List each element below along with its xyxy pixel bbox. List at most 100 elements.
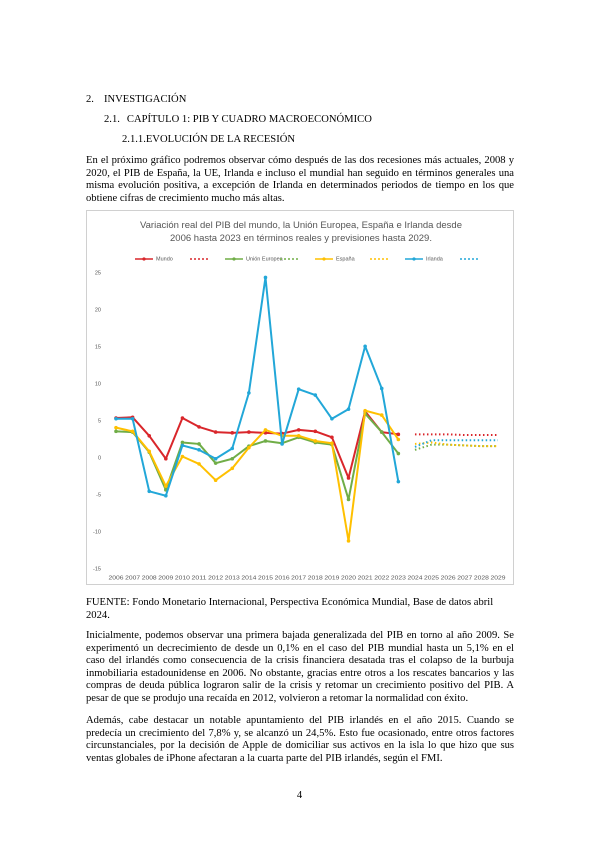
x-tick-label: 2012 xyxy=(208,575,223,581)
y-tick-label: -15 xyxy=(93,566,101,572)
point xyxy=(296,387,301,391)
x-tick-label: 2017 xyxy=(291,575,306,581)
point xyxy=(180,440,185,445)
point xyxy=(213,461,218,465)
point xyxy=(230,431,235,435)
point xyxy=(197,462,201,466)
point xyxy=(379,386,384,391)
y-tick-label: 5 xyxy=(98,418,101,424)
point xyxy=(130,416,135,421)
x-tick-label: 2021 xyxy=(358,575,373,581)
chart: Variación real del PIB del mundo, la Uni… xyxy=(86,210,514,585)
chart-title: Variación real del PIB del mundo, la Uni… xyxy=(140,220,462,244)
point xyxy=(280,442,284,446)
point xyxy=(164,493,168,498)
paragraph: Inicialmente, podemos observar una prime… xyxy=(86,630,514,704)
point xyxy=(213,456,218,461)
paragraph: Además, cabe destacar un notable apuntam… xyxy=(86,715,514,764)
x-tick-label: 2023 xyxy=(391,575,406,581)
point xyxy=(230,466,235,471)
point xyxy=(346,407,351,411)
point xyxy=(379,413,384,417)
y-tick-label: 25 xyxy=(95,270,101,276)
x-tick-label: 2006 xyxy=(109,575,124,581)
y-tick-label: 15 xyxy=(95,344,101,350)
point xyxy=(114,425,118,430)
point xyxy=(346,539,351,543)
x-tick-label: 2028 xyxy=(474,575,489,581)
point xyxy=(363,408,367,413)
x-tick-label: 2022 xyxy=(374,575,389,581)
point xyxy=(263,275,268,280)
x-tick-label: 2029 xyxy=(491,575,506,581)
point xyxy=(346,497,351,502)
legend-label: España xyxy=(336,256,356,262)
x-tick-label: 2009 xyxy=(158,575,173,581)
y-tick-label: -10 xyxy=(93,529,101,535)
heading-number: 2.1. xyxy=(104,114,120,125)
legend-marker xyxy=(142,257,146,261)
point xyxy=(130,429,135,434)
point xyxy=(197,448,201,452)
source: FUENTE: Fondo Monetario Internacional, P… xyxy=(86,597,494,621)
x-tick-label: 2016 xyxy=(275,575,290,581)
point xyxy=(263,439,268,443)
point xyxy=(230,456,235,461)
x-tick-label: 2025 xyxy=(424,575,439,581)
point xyxy=(197,442,201,446)
point xyxy=(379,430,384,434)
point xyxy=(197,425,201,429)
x-tick-label: 2018 xyxy=(308,575,323,581)
point xyxy=(230,446,235,451)
x-tick-label: 2019 xyxy=(324,575,339,581)
y-tick-label: -5 xyxy=(96,492,101,498)
x-tick-label: 2007 xyxy=(125,575,140,581)
point xyxy=(396,451,401,456)
point xyxy=(313,393,318,397)
point xyxy=(147,489,152,494)
point xyxy=(330,416,334,421)
legend-marker xyxy=(322,257,326,261)
point xyxy=(296,434,301,438)
legend-marker xyxy=(412,257,416,261)
point xyxy=(346,476,351,480)
point xyxy=(396,479,401,484)
point xyxy=(330,435,334,440)
heading-number: 2. xyxy=(86,94,94,105)
x-tick-label: 2027 xyxy=(457,575,472,581)
series-line xyxy=(115,412,400,501)
point xyxy=(313,439,318,443)
legend-label: Irlanda xyxy=(426,256,444,262)
point xyxy=(263,428,268,432)
heading-text: CAPÍTULO 1: PIB Y CUADRO MACROECONÓMICO xyxy=(126,114,372,125)
x-tick-label: 2008 xyxy=(142,575,157,581)
point xyxy=(147,449,152,454)
point xyxy=(396,437,401,442)
x-tick-label: 2026 xyxy=(441,575,456,581)
x-tick-label: 2020 xyxy=(341,575,356,581)
x-tick-label: 2013 xyxy=(225,575,240,581)
point xyxy=(396,432,401,437)
forecast-line xyxy=(414,441,498,448)
point xyxy=(180,416,185,420)
heading-2: 2.1. CAPÍTULO 1: PIB Y CUADRO MACROECONÓM… xyxy=(104,114,372,127)
legend-label: Unión Europea xyxy=(246,256,284,262)
y-tick-label: 10 xyxy=(95,381,101,387)
x-tick-label: 2024 xyxy=(407,575,422,581)
series-line xyxy=(116,276,400,497)
heading-text: INVESTIGACIÓN xyxy=(103,94,187,105)
y-tick-label: 20 xyxy=(95,307,101,313)
x-tick-label: 2011 xyxy=(192,575,207,581)
heading-3: 2.1.1.EVOLUCIÓN DE LA RECESIÓN xyxy=(122,134,296,145)
point xyxy=(247,445,251,450)
point xyxy=(147,434,152,438)
forecast-line xyxy=(414,433,498,437)
x-tick-label: 2014 xyxy=(241,575,256,581)
point xyxy=(213,478,218,483)
point xyxy=(363,344,367,349)
point xyxy=(164,484,168,488)
point xyxy=(114,429,118,434)
point xyxy=(247,391,251,395)
